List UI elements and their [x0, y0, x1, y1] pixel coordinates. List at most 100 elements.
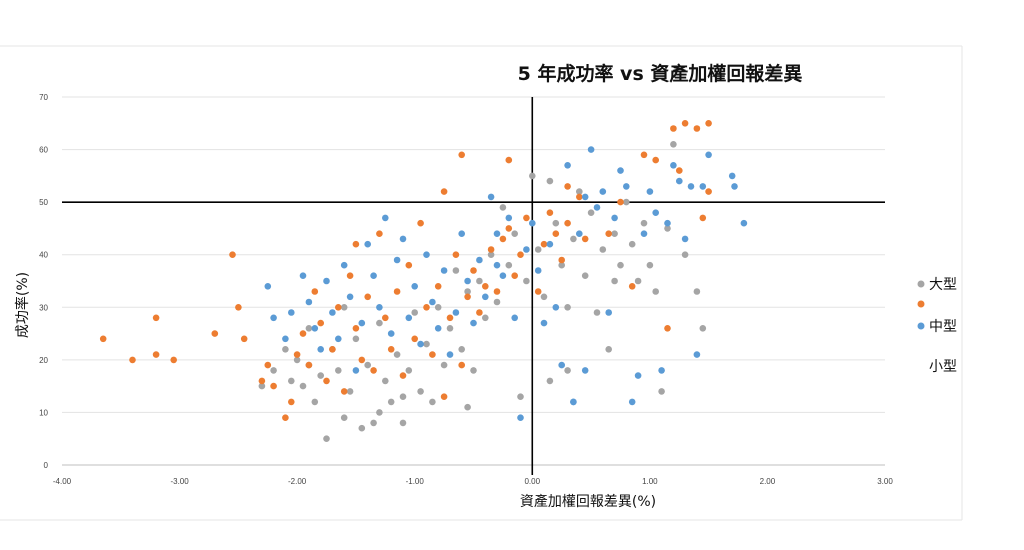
- data-point: [411, 335, 419, 343]
- data-point: [411, 283, 419, 290]
- data-point: [558, 256, 565, 264]
- data-point: [323, 277, 330, 285]
- data-point: [335, 367, 342, 374]
- data-point: [458, 361, 466, 369]
- data-point: [387, 398, 395, 406]
- data-point: [317, 346, 325, 353]
- data-point: [617, 261, 624, 269]
- data-point: [305, 361, 313, 369]
- data-point: [352, 367, 360, 374]
- data-point: [358, 424, 366, 432]
- data-point: [652, 209, 659, 216]
- x-tick-label: -2.00: [288, 477, 307, 486]
- data-point: [511, 230, 518, 237]
- data-point: [211, 330, 219, 337]
- data-point: [288, 309, 295, 316]
- data-point: [305, 325, 313, 332]
- x-tick-label: 2.00: [760, 477, 776, 486]
- data-point: [611, 214, 618, 222]
- data-point: [558, 261, 565, 269]
- y-tick-label: 20: [39, 356, 48, 365]
- data-point: [476, 309, 483, 316]
- data-point: [317, 372, 325, 379]
- data-point: [264, 361, 272, 369]
- x-tick-label: 3.00: [877, 477, 893, 486]
- data-point: [634, 372, 642, 379]
- data-point: [399, 393, 407, 401]
- data-point: [387, 330, 395, 337]
- data-point: [681, 120, 689, 127]
- data-point: [482, 283, 489, 290]
- data-point: [505, 225, 513, 232]
- data-point: [346, 388, 354, 395]
- data-point: [517, 251, 524, 258]
- series-1: [99, 120, 712, 422]
- data-point: [646, 188, 654, 195]
- data-point: [564, 367, 571, 374]
- data-point: [434, 283, 442, 290]
- data-point: [534, 267, 542, 274]
- data-point: [152, 351, 160, 358]
- data-point: [370, 419, 377, 427]
- data-point: [364, 293, 372, 301]
- data-point: [529, 219, 536, 227]
- data-point: [581, 272, 589, 280]
- data-point: [393, 351, 401, 358]
- data-point: [664, 325, 671, 332]
- y-tick-label: 10: [39, 408, 48, 417]
- data-point: [364, 240, 372, 248]
- data-point: [452, 267, 460, 274]
- data-point: [493, 288, 501, 295]
- legend: 大型 中型 小型: [917, 277, 957, 375]
- data-point: [534, 246, 542, 253]
- data-point: [434, 325, 442, 332]
- data-point: [405, 367, 413, 374]
- data-point: [523, 246, 530, 253]
- data-point: [464, 288, 471, 295]
- x-axis-ticks: -4.00 -3.00 -2.00 -1.00 0.00 1.00 2.00 3.00: [53, 477, 893, 486]
- data-point: [540, 240, 548, 248]
- data-point: [335, 335, 342, 343]
- data-point: [564, 162, 571, 169]
- data-point: [705, 188, 712, 195]
- data-point: [564, 304, 571, 311]
- data-point: [229, 251, 236, 258]
- data-point: [611, 230, 618, 237]
- data-point: [581, 235, 589, 243]
- data-point: [546, 209, 554, 216]
- data-point: [728, 172, 736, 180]
- data-point: [687, 183, 695, 190]
- data-point: [731, 183, 738, 190]
- data-point: [599, 246, 607, 253]
- data-point: [705, 120, 712, 127]
- data-point: [640, 151, 648, 159]
- data-point: [628, 283, 636, 290]
- data-point: [393, 288, 401, 295]
- data-point: [429, 351, 436, 358]
- data-point: [329, 346, 336, 353]
- data-point: [540, 319, 548, 327]
- data-point: [170, 356, 177, 364]
- data-point: [382, 377, 389, 385]
- data-point: [576, 230, 583, 237]
- series-2: [264, 146, 748, 422]
- data-point: [323, 377, 330, 385]
- data-point: [282, 346, 289, 353]
- data-point: [240, 335, 248, 343]
- y-axis-ticks: 0 10 20 30 40 50 60 70: [39, 93, 48, 470]
- data-point: [446, 314, 454, 322]
- legend-label-mid: 中型: [929, 319, 957, 335]
- data-point: [423, 340, 430, 348]
- data-point: [464, 403, 471, 411]
- data-point: [664, 225, 671, 232]
- data-point: [605, 309, 612, 316]
- data-point: [693, 125, 701, 132]
- data-point: [552, 219, 560, 227]
- data-point: [611, 277, 618, 285]
- data-point: [576, 188, 583, 195]
- data-point: [505, 261, 513, 269]
- data-point: [317, 319, 325, 327]
- y-tick-label: 70: [39, 93, 48, 102]
